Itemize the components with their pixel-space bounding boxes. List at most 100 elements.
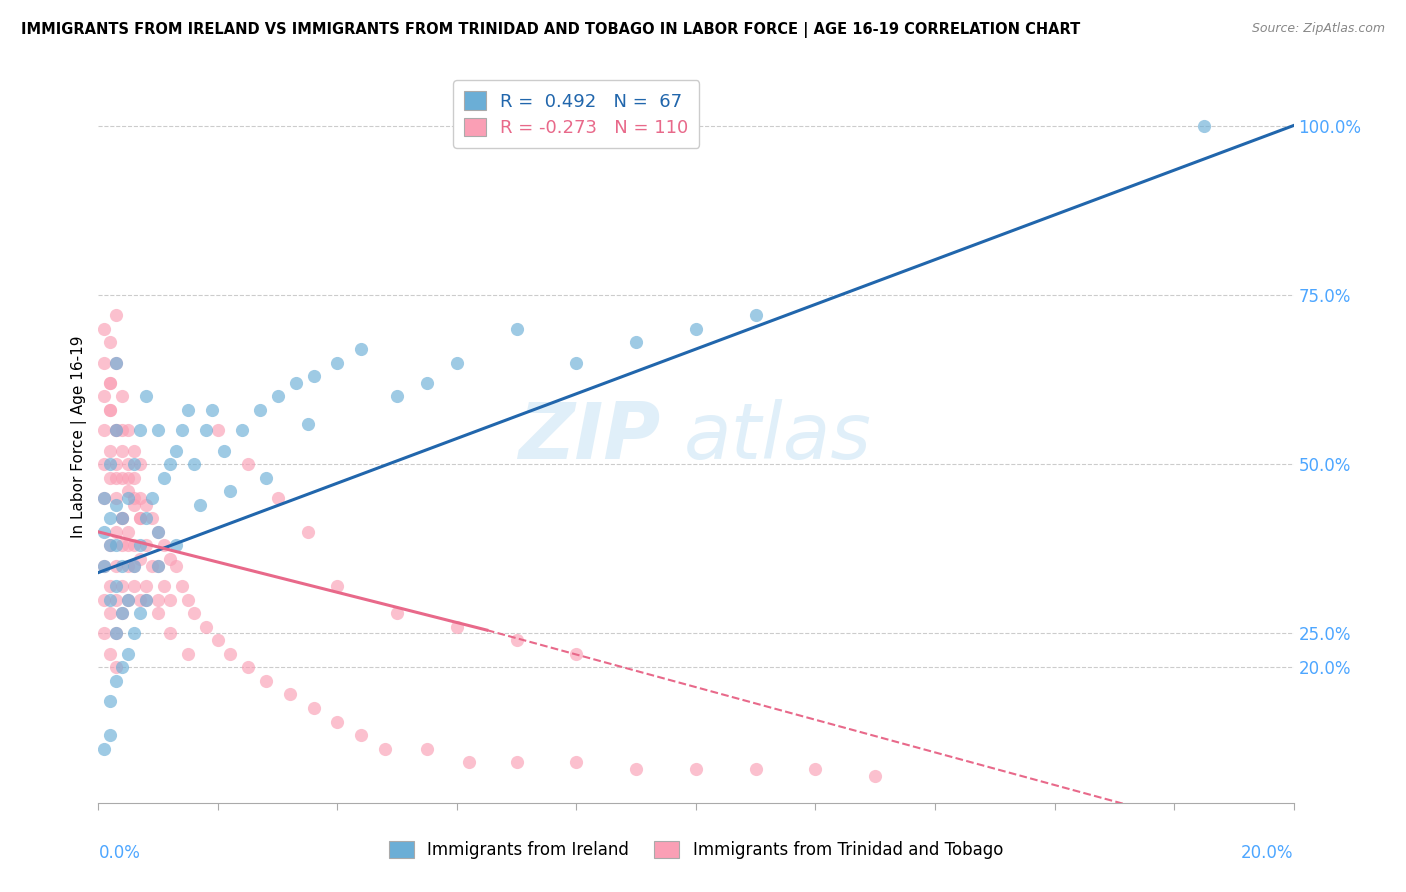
- Point: [124, 471, 146, 485]
- Point: [153, 579, 176, 593]
- Point: [219, 647, 242, 661]
- Point: [98, 335, 122, 350]
- Point: [148, 558, 170, 573]
- Point: [129, 491, 152, 505]
- Point: [177, 592, 200, 607]
- Point: [105, 524, 128, 539]
- Point: [98, 471, 122, 485]
- Point: [129, 552, 152, 566]
- Point: [98, 728, 122, 742]
- Point: [195, 423, 218, 437]
- Point: [117, 457, 139, 471]
- Point: [626, 335, 648, 350]
- Point: [297, 524, 319, 539]
- Point: [165, 538, 187, 552]
- Point: [236, 457, 259, 471]
- Point: [212, 443, 235, 458]
- Point: [148, 558, 170, 573]
- Point: [141, 491, 163, 505]
- Point: [626, 762, 648, 776]
- Point: [326, 355, 349, 369]
- Point: [111, 579, 134, 593]
- Point: [117, 491, 139, 505]
- Point: [105, 626, 128, 640]
- Point: [188, 498, 211, 512]
- Point: [326, 579, 349, 593]
- Point: [98, 592, 122, 607]
- Point: [685, 322, 707, 336]
- Point: [98, 443, 122, 458]
- Point: [98, 606, 122, 620]
- Point: [129, 606, 152, 620]
- Point: [374, 741, 396, 756]
- Point: [129, 511, 152, 525]
- Point: [249, 403, 271, 417]
- Point: [148, 606, 170, 620]
- Point: [98, 403, 122, 417]
- Point: [135, 511, 157, 525]
- Point: [98, 457, 122, 471]
- Point: [98, 647, 122, 661]
- Point: [129, 538, 152, 552]
- Point: [302, 701, 325, 715]
- Point: [111, 443, 134, 458]
- Point: [565, 755, 588, 769]
- Point: [506, 633, 529, 648]
- Point: [105, 308, 128, 322]
- Point: [129, 592, 152, 607]
- Point: [135, 592, 157, 607]
- Point: [93, 592, 115, 607]
- Point: [458, 755, 481, 769]
- Point: [98, 403, 122, 417]
- Point: [201, 403, 224, 417]
- Point: [105, 579, 128, 593]
- Point: [172, 423, 194, 437]
- Point: [117, 538, 139, 552]
- Point: [129, 423, 152, 437]
- Point: [105, 457, 128, 471]
- Point: [153, 538, 176, 552]
- Point: [105, 423, 128, 437]
- Point: [129, 511, 152, 525]
- Point: [278, 688, 301, 702]
- Point: [141, 558, 163, 573]
- Point: [254, 471, 277, 485]
- Point: [385, 606, 409, 620]
- Point: [236, 660, 259, 674]
- Point: [446, 355, 468, 369]
- Point: [111, 660, 134, 674]
- Point: [267, 389, 290, 403]
- Point: [124, 626, 146, 640]
- Point: [804, 762, 827, 776]
- Point: [105, 626, 128, 640]
- Point: [117, 524, 139, 539]
- Point: [111, 511, 134, 525]
- Point: [93, 322, 115, 336]
- Point: [111, 423, 134, 437]
- Point: [98, 694, 122, 708]
- Point: [267, 491, 290, 505]
- Point: [98, 511, 122, 525]
- Point: [117, 592, 139, 607]
- Point: [93, 491, 115, 505]
- Point: [93, 423, 115, 437]
- Point: [177, 403, 200, 417]
- Point: [105, 660, 128, 674]
- Point: [93, 457, 115, 471]
- Point: [148, 524, 170, 539]
- Point: [350, 728, 373, 742]
- Point: [117, 484, 139, 499]
- Point: [105, 471, 128, 485]
- Point: [297, 417, 319, 431]
- Point: [111, 511, 134, 525]
- Point: [93, 491, 115, 505]
- Point: [111, 606, 134, 620]
- Point: [745, 308, 768, 322]
- Point: [124, 558, 146, 573]
- Text: atlas: atlas: [685, 399, 872, 475]
- Point: [219, 484, 242, 499]
- Point: [148, 423, 170, 437]
- Point: [254, 673, 277, 688]
- Point: [506, 755, 529, 769]
- Point: [124, 443, 146, 458]
